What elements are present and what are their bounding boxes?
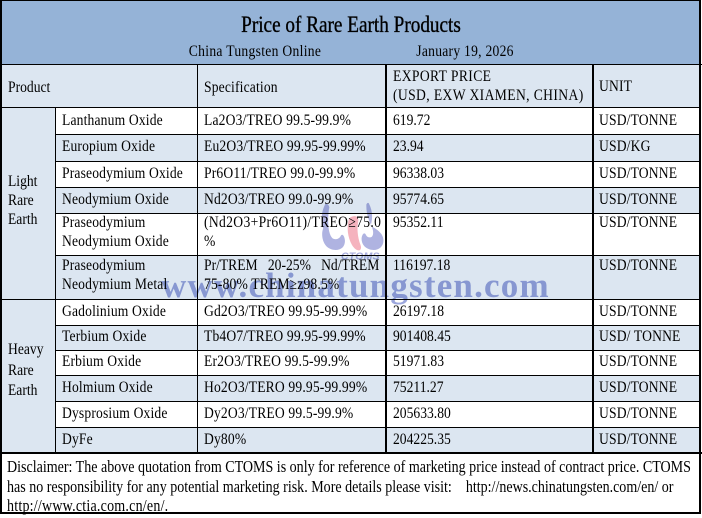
svg-text:CTOMS: CTOMS <box>341 251 380 263</box>
